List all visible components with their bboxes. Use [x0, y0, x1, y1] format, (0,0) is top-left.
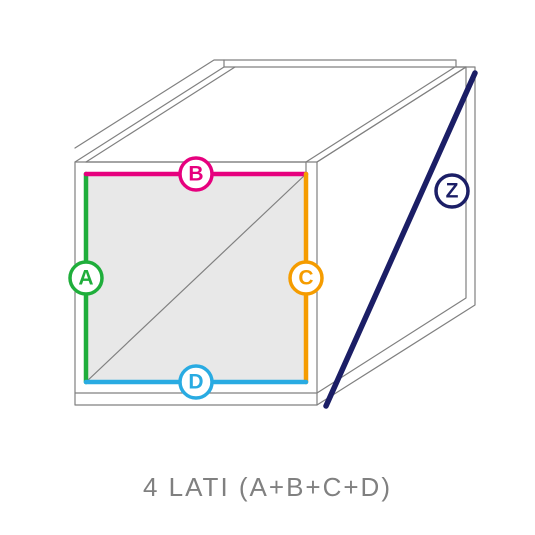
- svg-text:D: D: [188, 371, 203, 394]
- svg-text:Z: Z: [446, 180, 459, 203]
- outline: [306, 67, 455, 162]
- diagram-svg: A B C D Z: [0, 0, 535, 535]
- outline: [86, 67, 235, 162]
- outline: [317, 67, 466, 393]
- svg-text:C: C: [298, 267, 313, 290]
- edge-Z: [326, 73, 475, 406]
- svg-text:A: A: [78, 267, 93, 290]
- label-D: D: [180, 366, 212, 398]
- outline: [75, 67, 466, 162]
- label-B: B: [180, 158, 212, 190]
- label-Z: Z: [436, 175, 468, 207]
- caption: 4 LATI (A+B+C+D): [0, 472, 535, 503]
- label-C: C: [290, 262, 322, 294]
- label-A: A: [70, 262, 102, 294]
- diagram-stage: A B C D Z 4 LATI (A+B+C+D): [0, 0, 535, 535]
- svg-text:B: B: [188, 163, 203, 186]
